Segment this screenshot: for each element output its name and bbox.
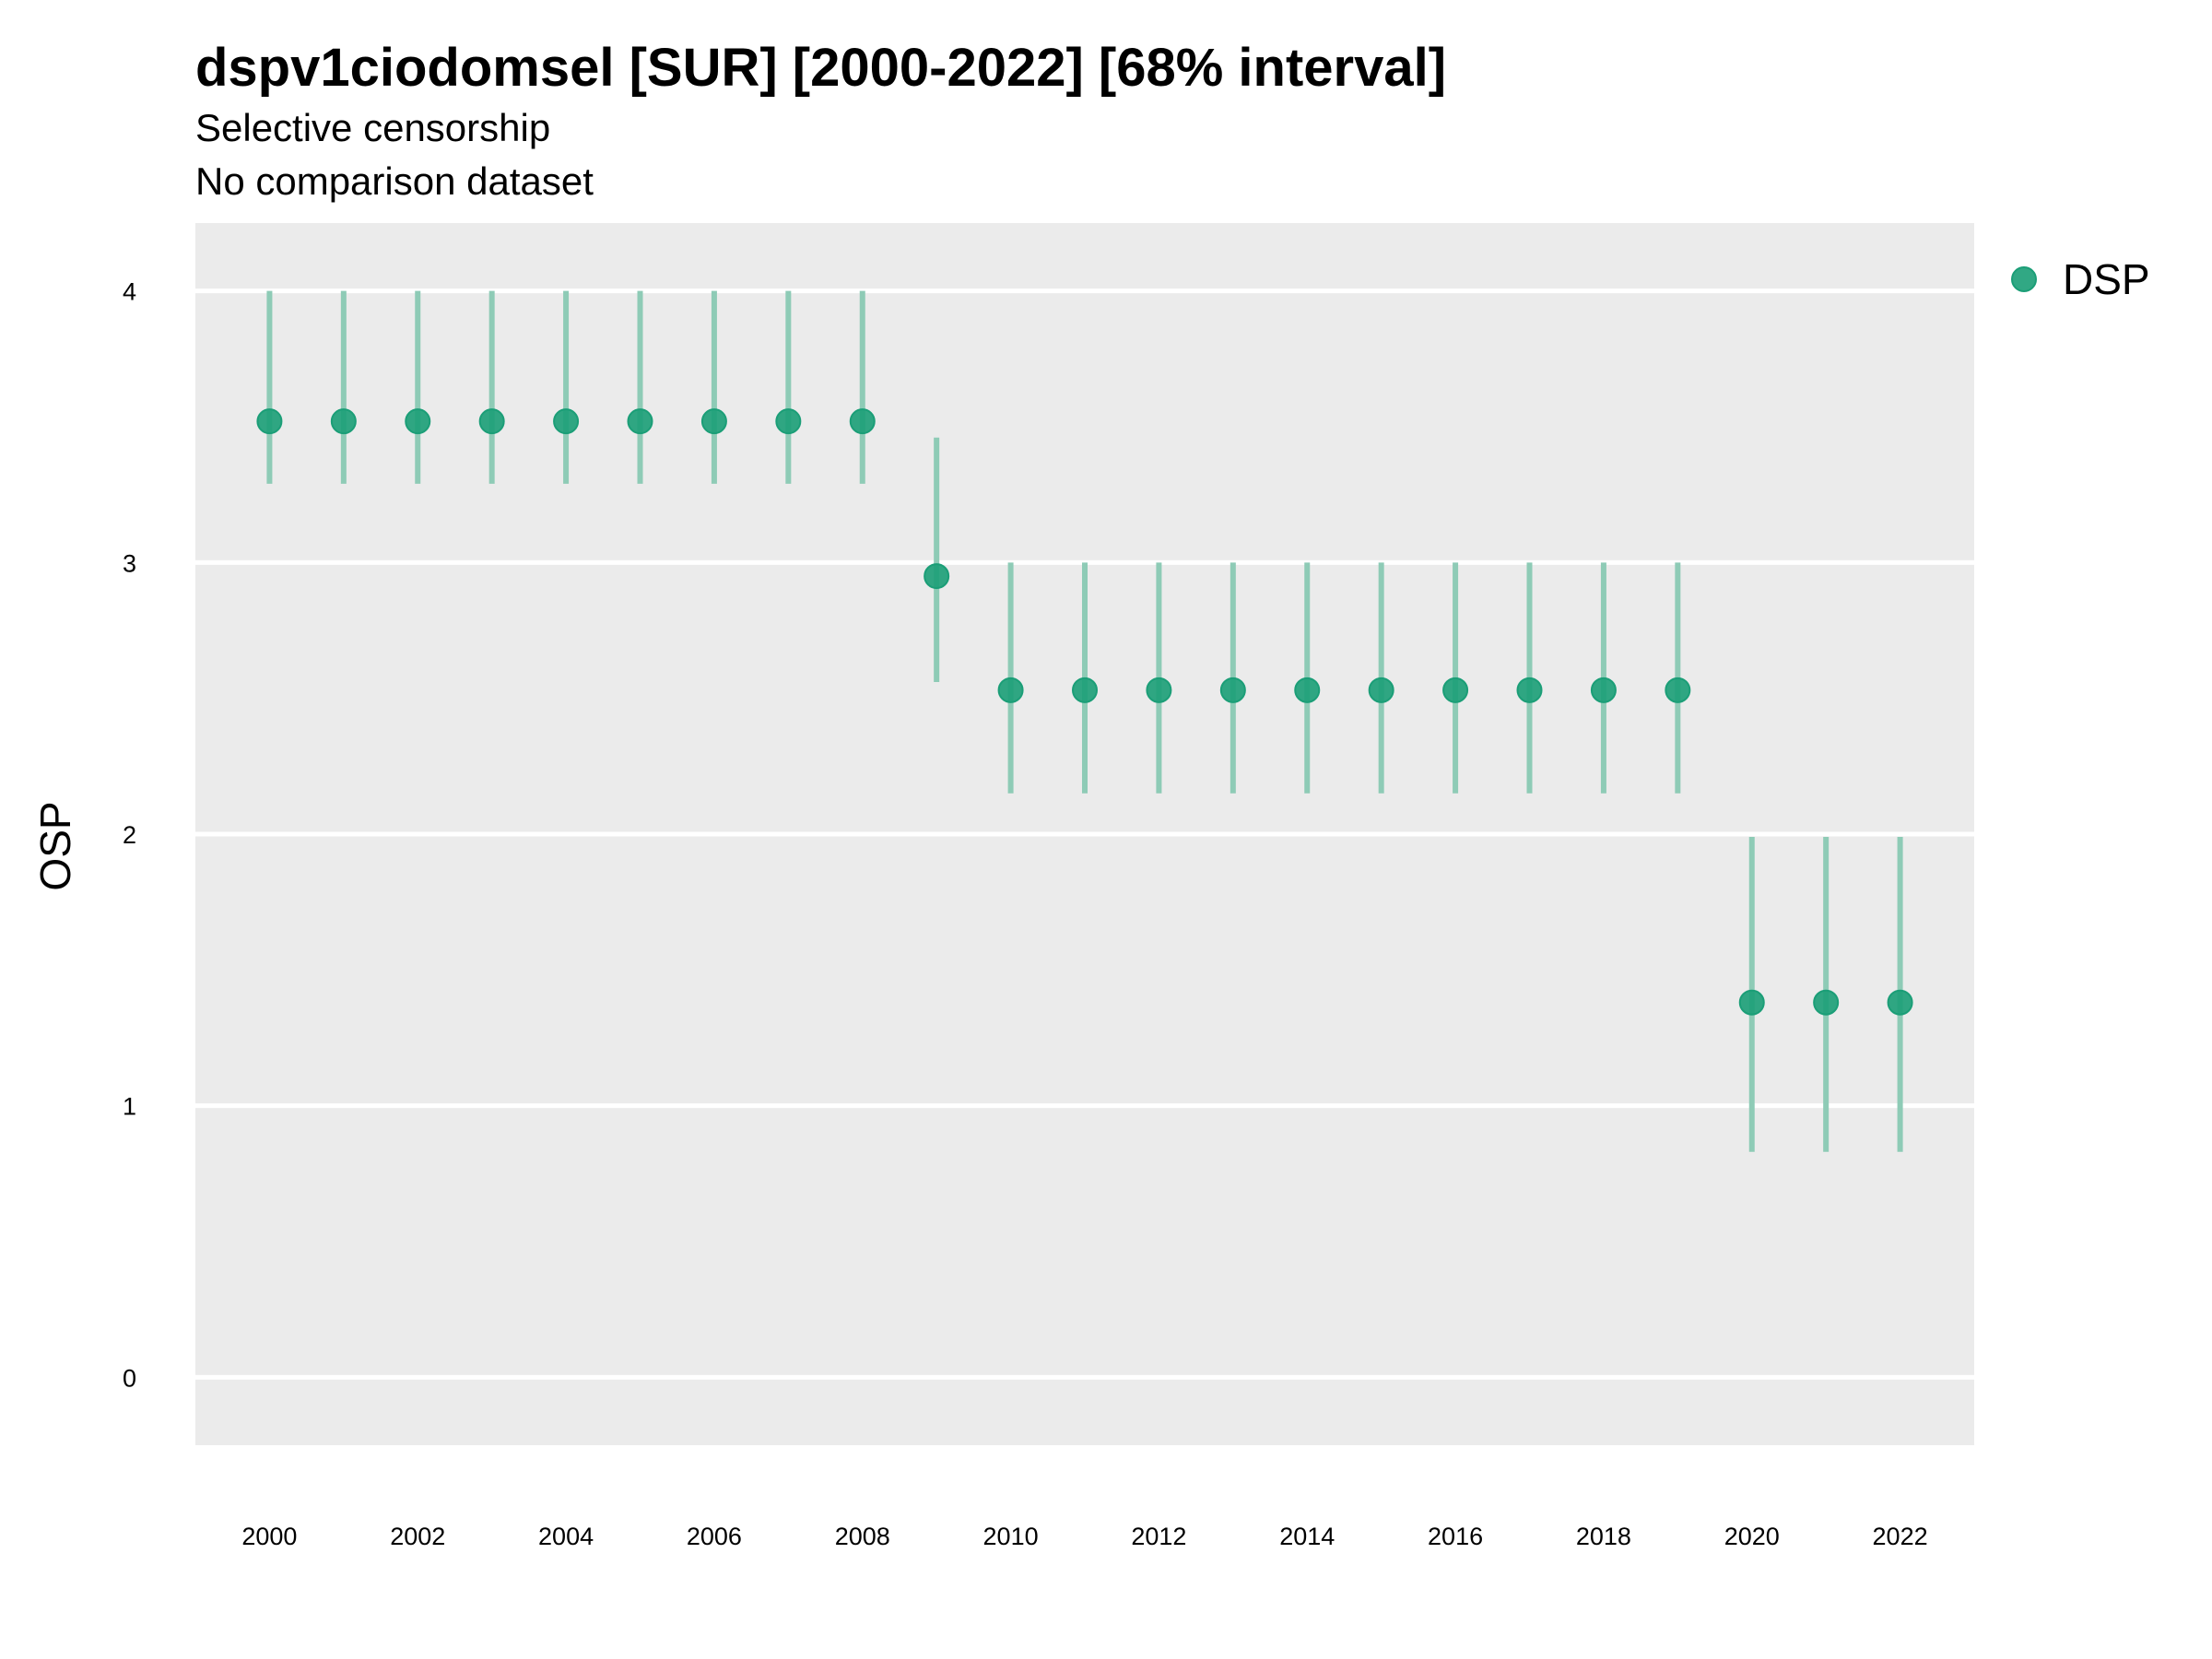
data-point <box>849 408 876 435</box>
y-tick-label: 2 <box>123 821 136 849</box>
data-point <box>1590 677 1617 703</box>
data-point <box>1072 677 1098 703</box>
y-axis-label: OSP <box>31 801 79 890</box>
data-point <box>330 408 357 435</box>
x-tick-label: 2022 <box>1873 1523 1928 1550</box>
legend-key <box>2011 266 2037 292</box>
legend-label: DSP <box>2063 255 2150 303</box>
data-point <box>1738 989 1765 1016</box>
data-point <box>1219 677 1246 703</box>
data-point <box>1146 677 1172 703</box>
data-point <box>553 408 580 435</box>
x-tick-label: 2000 <box>241 1523 297 1550</box>
data-point <box>775 408 802 435</box>
x-tick-label: 2018 <box>1576 1523 1631 1550</box>
data-point <box>256 408 283 435</box>
chart-title: dspv1ciodomsel [SUR] [2000-2022] [68% in… <box>195 38 1447 98</box>
chart-subtitle-secondary: No comparison dataset <box>195 159 594 203</box>
data-point <box>478 408 505 435</box>
y-tick-label: 1 <box>123 1093 136 1121</box>
y-axis-ticks: 0 1 2 3 4 <box>123 278 136 1393</box>
legend: DSP <box>2011 255 2150 303</box>
x-tick-label: 2014 <box>1279 1523 1335 1550</box>
x-tick-label: 2020 <box>1724 1523 1780 1550</box>
data-points <box>256 408 1913 1016</box>
data-point <box>627 408 653 435</box>
x-tick-label: 2002 <box>390 1523 445 1550</box>
data-point <box>1665 677 1691 703</box>
x-tick-label: 2006 <box>687 1523 742 1550</box>
data-point <box>700 408 727 435</box>
data-point <box>1294 677 1321 703</box>
data-point <box>1813 989 1840 1016</box>
x-tick-label: 2010 <box>983 1523 1039 1550</box>
data-point <box>924 563 950 590</box>
x-tick-label: 2004 <box>538 1523 594 1550</box>
data-point <box>1887 989 1913 1016</box>
x-tick-label: 2008 <box>835 1523 890 1550</box>
data-point <box>1368 677 1394 703</box>
data-point <box>405 408 431 435</box>
x-axis-ticks: 2000 2002 2004 2006 2008 2010 2012 2014 2016 2018… <box>241 1523 1927 1550</box>
x-tick-label: 2016 <box>1428 1523 1483 1550</box>
y-tick-label: 0 <box>123 1364 136 1392</box>
data-point <box>1442 677 1469 703</box>
y-tick-label: 4 <box>123 278 136 306</box>
y-tick-label: 3 <box>123 549 136 577</box>
x-tick-label: 2012 <box>1131 1523 1186 1550</box>
data-point <box>997 677 1024 703</box>
data-point <box>1516 677 1543 703</box>
chart-subtitle: Selective censorship <box>195 106 551 149</box>
